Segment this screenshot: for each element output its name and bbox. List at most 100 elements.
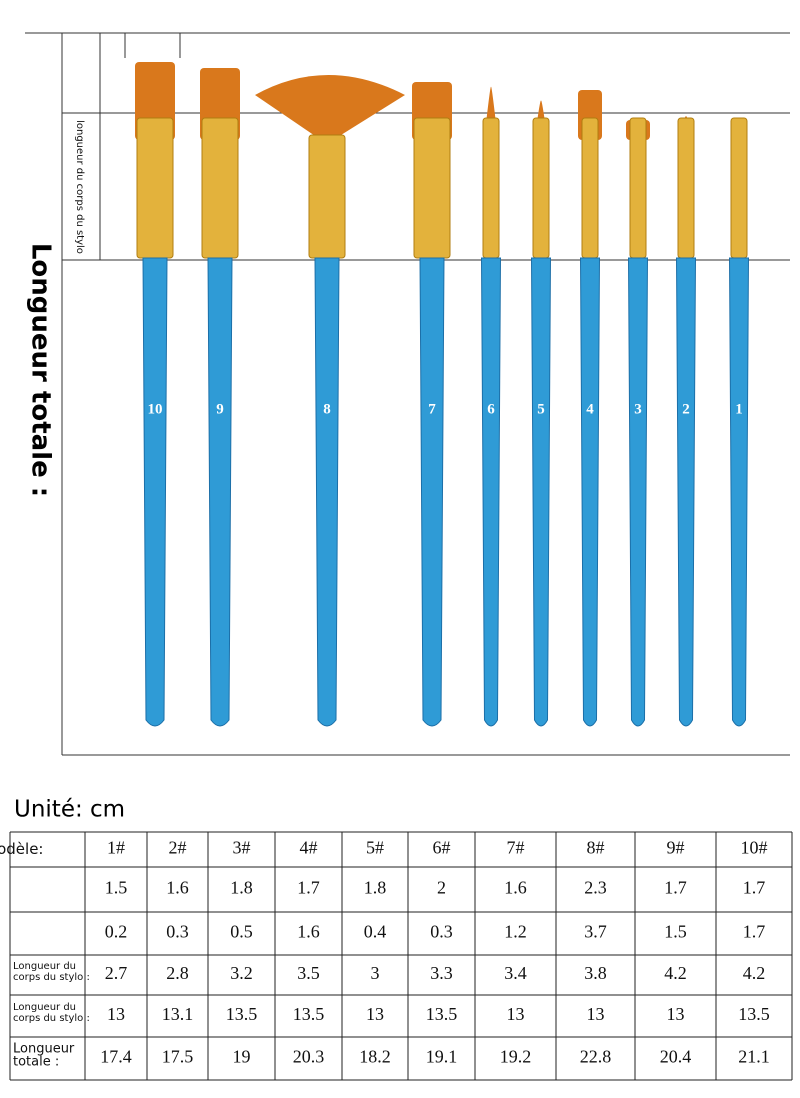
brush-number: 2 [682,401,690,417]
value-cell: 3.7 [584,922,607,942]
value-cell: 20.4 [660,1047,692,1067]
row-label-line: corps du stylo : [13,972,90,983]
value-cell: 13 [507,1004,525,1024]
value-cell: 3.3 [430,963,453,983]
value-cell: 13.1 [162,1004,194,1024]
row-label-line: Longueur du [13,1002,76,1013]
value-cell: 2 [437,878,446,898]
value-cell: 4.2 [743,963,766,983]
value-cell: 3.2 [230,963,253,983]
ferrule [413,117,451,259]
value-cell: 0.5 [230,922,253,942]
handle [530,257,552,727]
value-cell: 3.4 [504,963,527,983]
ferrule [532,117,550,259]
value-cell: 1.7 [297,878,320,898]
ferrule [629,117,647,259]
value-cell: 20.3 [293,1047,325,1067]
brush-number: 7 [428,401,436,417]
value-cell: 0.3 [166,922,189,942]
value-cell: 3.5 [297,963,320,983]
value-cell: 13 [587,1004,605,1024]
value-cell: 13.5 [293,1004,325,1024]
value-cell: 1.2 [504,922,527,942]
value-cell: 1.6 [504,878,527,898]
header-cell: 4# [300,838,318,858]
bristles [255,75,405,140]
value-cell: 13 [667,1004,685,1024]
ferrule [730,117,748,259]
value-cell: 17.4 [100,1047,132,1067]
brush-number: 4 [586,401,594,417]
value-cell: 2.8 [166,963,189,983]
ferrule [308,134,346,259]
brush-number: 10 [148,401,163,417]
value-cell: 0.4 [364,922,387,942]
value-cell: 2.3 [584,878,607,898]
value-cell: 1.6 [297,922,320,942]
header-cell: 6# [433,838,451,858]
brushes: 10 9 8 7 6 5 4 3 2 1 [135,62,750,727]
handle [314,257,340,727]
value-cell: 3 [371,963,380,983]
value-cell: 13 [366,1004,384,1024]
value-cell: 19.2 [500,1047,532,1067]
header-cell: 9# [667,838,685,858]
brush-number: 3 [634,401,642,417]
header-cell: 8# [587,838,605,858]
row-label-line: Longueur [13,1042,75,1057]
value-cell: 2.7 [105,963,128,983]
brush-number: 6 [487,401,495,417]
brush-number: 1 [735,401,743,417]
value-cell: 1.7 [664,878,687,898]
header-cell: 10# [741,838,768,858]
ferrule [136,117,174,259]
header-cell: 7# [507,838,525,858]
value-cell: 19 [233,1047,251,1067]
value-cell: 4.2 [664,963,687,983]
value-cell: 19.1 [426,1047,458,1067]
handle [480,257,502,727]
unit-label: Unité: cm [14,797,125,823]
value-cell: 1.5 [664,922,687,942]
value-cell: 0.2 [105,922,128,942]
handle [728,257,750,727]
brush-number: 5 [537,401,545,417]
ferrule [201,117,239,259]
handle [419,257,445,727]
header-cell: 5# [366,838,384,858]
header-cell: 3# [233,838,251,858]
total-length-label: Longueur totale : [26,243,56,497]
ferrule [581,117,599,259]
value-cell: 13 [107,1004,125,1024]
handle [675,257,697,727]
header-cell: 1# [107,838,125,858]
handle [579,257,601,727]
value-cell: 1.7 [743,922,766,942]
value-cell: 17.5 [162,1047,194,1067]
brush-number: 9 [216,401,224,417]
value-cell: 1.5 [105,878,128,898]
handle [142,257,168,727]
ferrule [482,117,500,259]
value-cell: 22.8 [580,1047,612,1067]
value-cell: 18.2 [359,1047,391,1067]
row-label: Longueur du corps du stylo : [13,961,90,983]
brush-number: 8 [323,401,331,417]
ferrule [677,117,695,259]
handle [627,257,649,727]
value-cell: 13.5 [226,1004,258,1024]
row-label-line: Longueur du [13,961,76,972]
value-cell: 1.8 [230,878,253,898]
row-label: Longueur totale : [13,1042,75,1070]
header-cell: 2# [169,838,187,858]
value-cell: 21.1 [738,1047,770,1067]
row-label: Longueur du corps du stylo : [13,1002,90,1024]
value-cell: 1.6 [166,878,189,898]
value-cell: 1.7 [743,878,766,898]
value-cell: 3.8 [584,963,607,983]
